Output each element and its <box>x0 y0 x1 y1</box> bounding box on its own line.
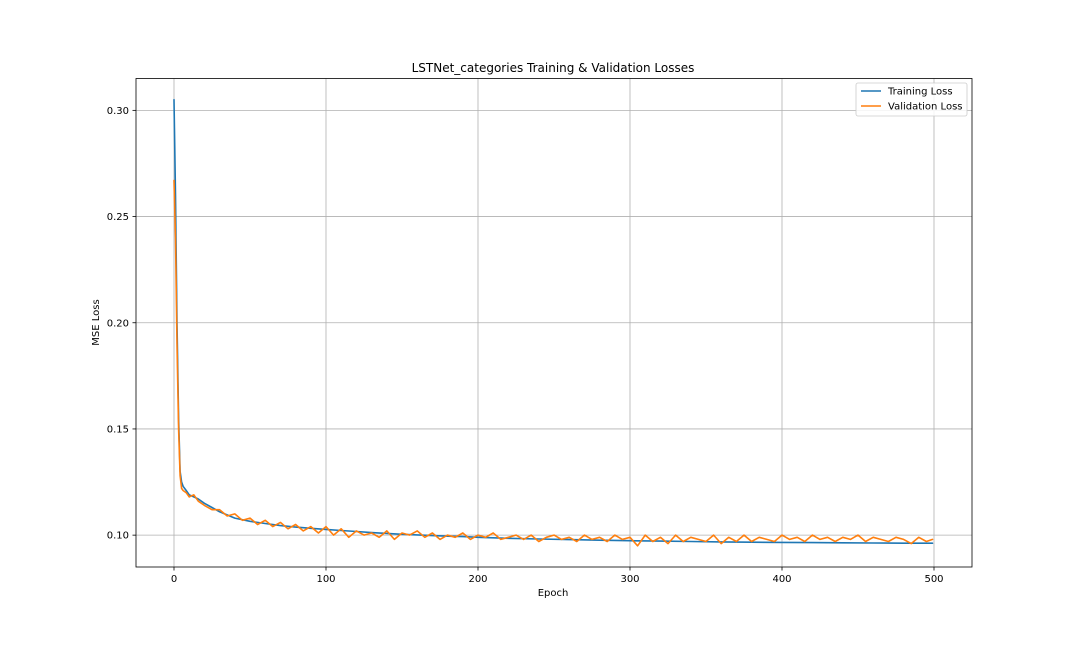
y-tick-label: 0.15 <box>107 424 129 435</box>
y-axis-ticks: 0.10 0.15 0.20 0.25 0.30 <box>107 106 136 542</box>
grid-lines <box>136 78 972 567</box>
x-tick-label: 200 <box>468 574 487 585</box>
validation-loss-line <box>173 179 934 547</box>
x-tick-label: 400 <box>772 574 791 585</box>
x-tick-label: 100 <box>316 574 335 585</box>
x-tick-label: 300 <box>620 574 639 585</box>
legend-label-validation-loss: Validation Loss <box>888 102 963 113</box>
chart-title: LSTNet_categories Training & Validation … <box>412 61 695 75</box>
x-tick-label: 500 <box>924 574 943 585</box>
legend: Training Loss Validation Loss <box>855 82 968 117</box>
x-tick-label: 0 <box>171 574 177 585</box>
y-tick-label: 0.25 <box>107 212 129 223</box>
x-axis-ticks: 0 100 200 300 400 500 <box>171 567 944 585</box>
x-axis-label: Epoch <box>538 588 569 599</box>
y-tick-label: 0.10 <box>107 531 129 542</box>
y-tick-label: 0.30 <box>107 106 129 117</box>
y-tick-label: 0.20 <box>107 318 129 329</box>
y-axis-label: MSE Loss <box>91 299 102 345</box>
legend-box <box>855 82 968 117</box>
series-layer <box>173 98 934 547</box>
legend-label-training-loss: Training Loss <box>887 87 953 98</box>
